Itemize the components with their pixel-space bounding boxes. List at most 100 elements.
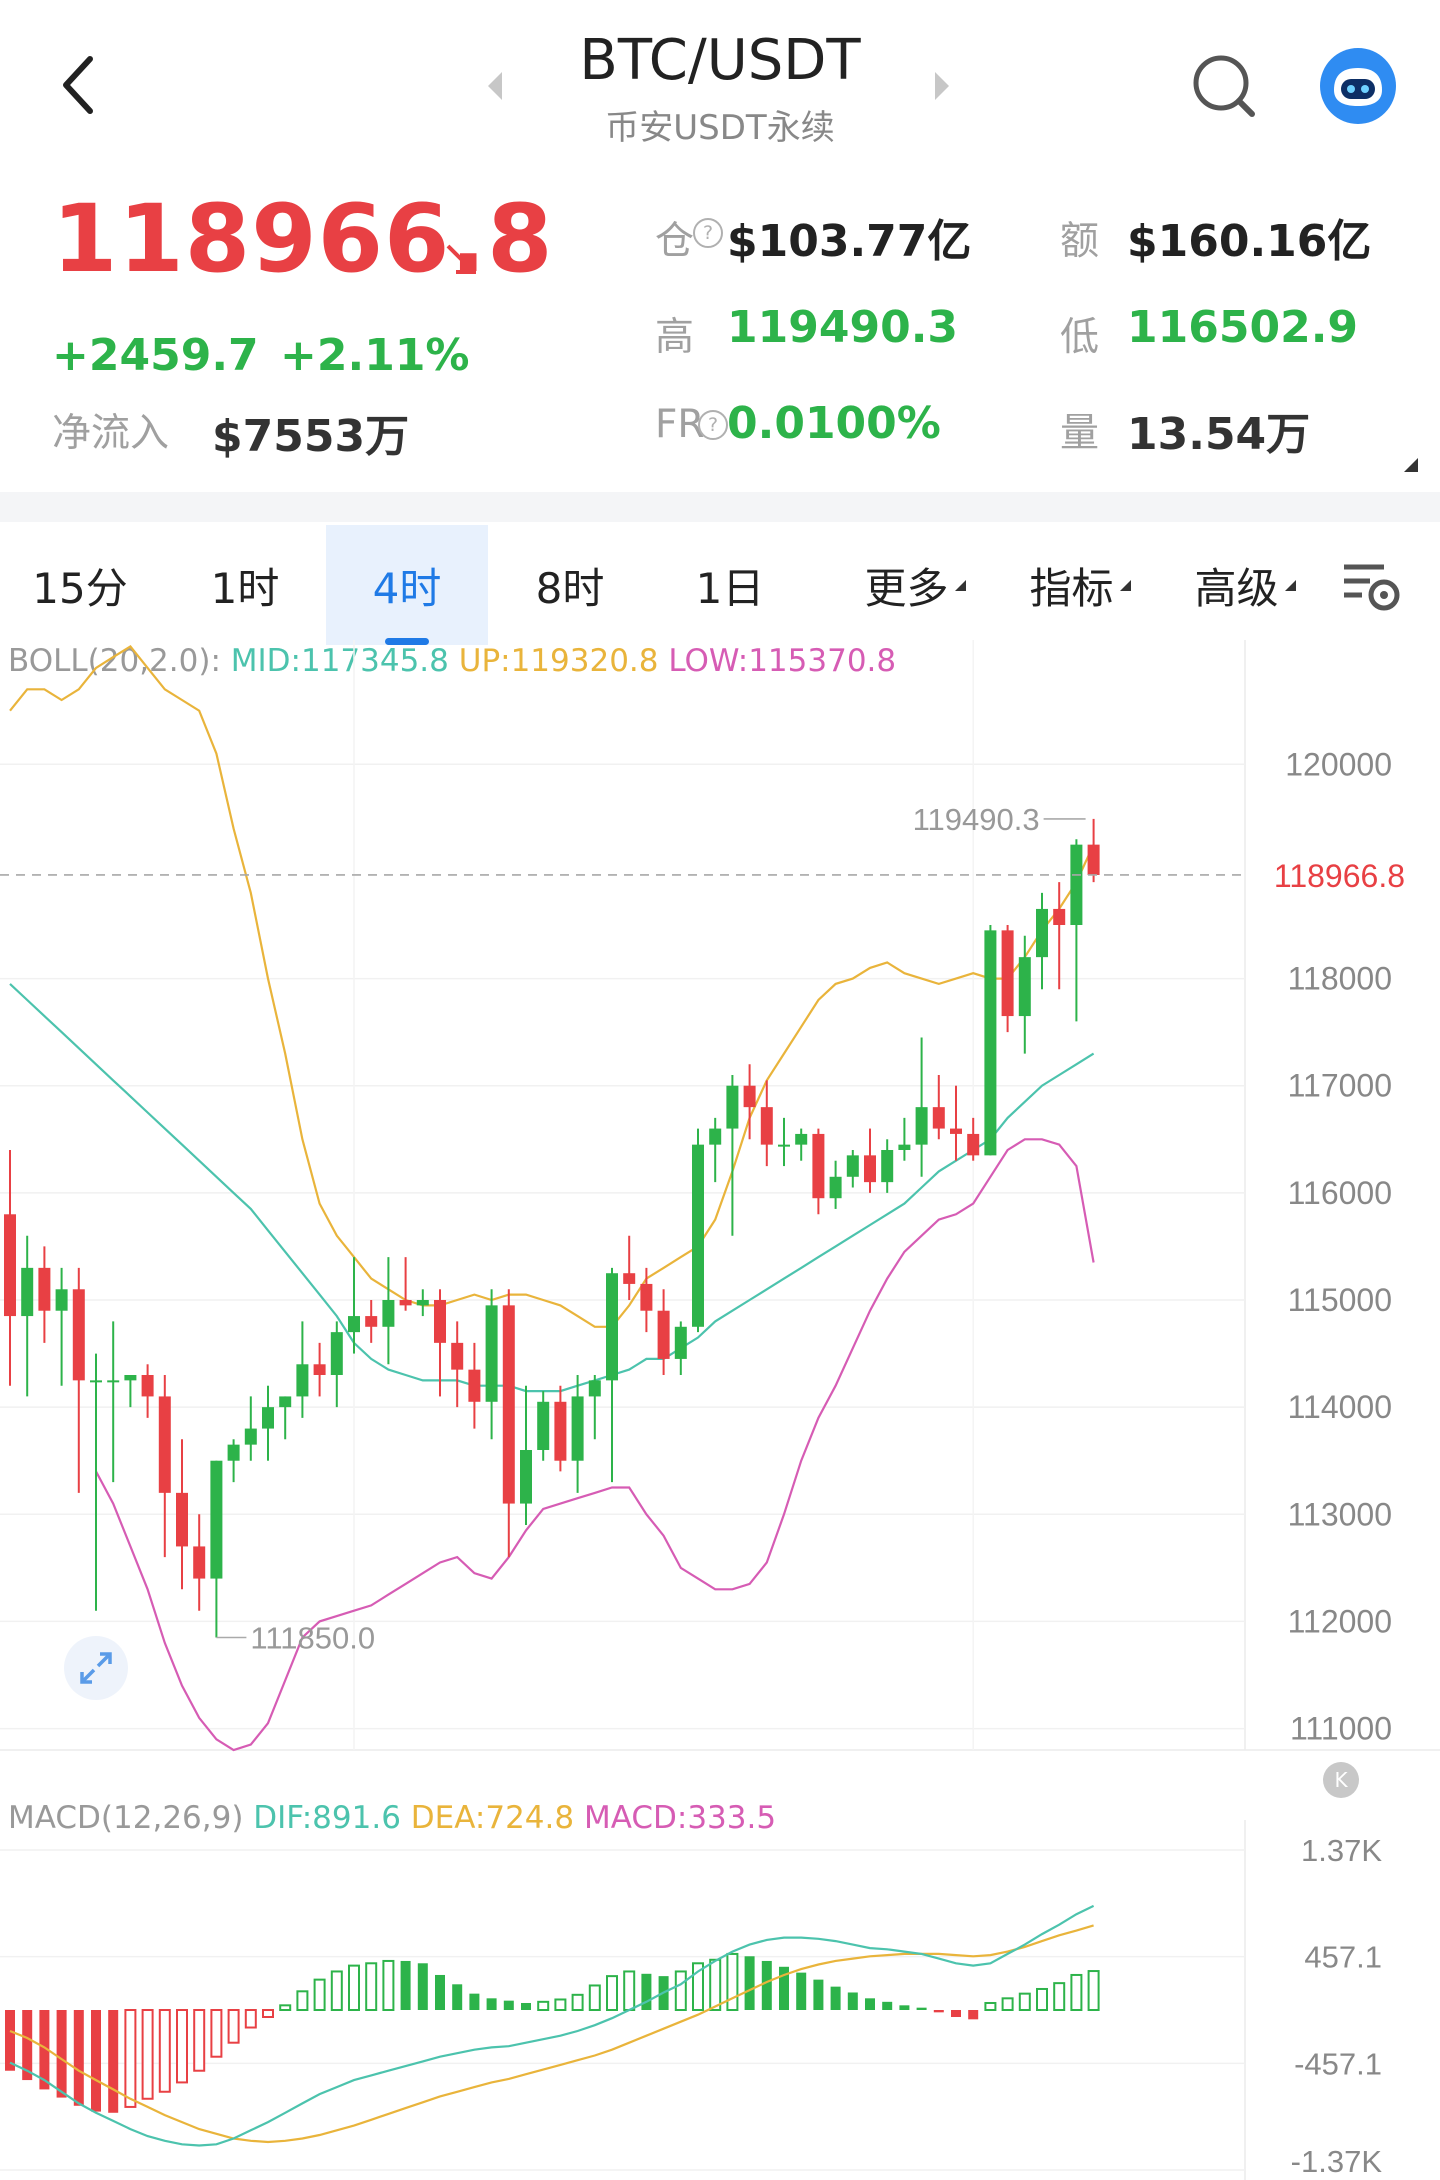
macd-chart[interactable]: 1.37K 457.1 -457.1 -1.37K (0, 1820, 1440, 2180)
candle-body (881, 1150, 894, 1183)
macd-bar (692, 1962, 704, 2011)
next-symbol-icon[interactable] (935, 72, 949, 100)
chart-settings-button[interactable] (1340, 555, 1404, 619)
macd-value: MACD:333.5 (583, 1800, 777, 1836)
candle-body (262, 1407, 274, 1429)
macd-bar (984, 2001, 997, 2012)
tab-15m[interactable]: 15分 (32, 563, 128, 613)
dropdown-icon (954, 579, 966, 591)
macd-bar (641, 1973, 652, 2010)
candle-body (709, 1128, 722, 1145)
candle-body (1087, 844, 1100, 875)
candle-body (640, 1283, 653, 1311)
candle-body (571, 1396, 584, 1461)
macd-bar (452, 1984, 463, 2010)
macd-bar (365, 1962, 378, 2011)
candle-body (279, 1396, 292, 1408)
y-tick-label: 112000 (1288, 1603, 1392, 1639)
candle-body (141, 1375, 154, 1397)
candle-body (984, 930, 997, 1156)
dropdown-icon (1284, 579, 1296, 591)
candle-body (778, 1144, 790, 1147)
macd-bar (779, 1966, 789, 2010)
macd-bar (56, 2010, 67, 2098)
macd-bar (521, 2002, 531, 2010)
candle-body (898, 1144, 911, 1150)
macd-bar (588, 1984, 601, 2012)
search-icon (1193, 55, 1255, 117)
y-tick-label: 113000 (1288, 1496, 1392, 1532)
candle-body (434, 1300, 446, 1343)
macd-bar (39, 2010, 50, 2090)
candle-body (915, 1107, 928, 1145)
candle-body (520, 1450, 532, 1504)
macd-bar (22, 2010, 33, 2081)
macd-bar (227, 2009, 240, 2044)
back-button[interactable] (50, 45, 110, 125)
tab-1h[interactable]: 1时 (210, 563, 280, 613)
candle-body (210, 1460, 223, 1579)
candle-body (4, 1214, 16, 1317)
candlestick-chart[interactable]: 120000 118000 117000 116000 115000 114000 1130… (0, 640, 1440, 1760)
candle-body (193, 1546, 206, 1579)
macd-bar (417, 1963, 428, 2010)
y-tick-label: 117000 (1288, 1068, 1392, 1104)
candle-body (1053, 908, 1066, 925)
macd-bar (606, 1975, 618, 2012)
candle-body (554, 1401, 567, 1461)
y-tick-label: 115000 (1288, 1282, 1392, 1318)
candle-body (692, 1144, 704, 1327)
candle-body (1036, 908, 1048, 958)
scroll-to-latest-button[interactable]: K (1323, 1762, 1359, 1798)
funding-rate-info-icon[interactable]: ? (698, 410, 728, 440)
prev-symbol-icon[interactable] (488, 72, 502, 100)
netflow-label: 净流入 (52, 411, 170, 456)
macd-tick-label: -457.1 (1294, 2046, 1382, 2081)
candle-body (760, 1107, 773, 1145)
macd-bar (951, 2010, 961, 2018)
candle-body (107, 1380, 120, 1383)
robot-avatar[interactable] (1318, 46, 1398, 126)
page-subtitle: 币安USDT永续 (605, 108, 835, 148)
macd-bar (1036, 1987, 1048, 2012)
candle-body (468, 1369, 481, 1402)
expand-stats-icon[interactable] (1404, 458, 1418, 472)
boll-up: UP:119320.8 (458, 643, 659, 679)
page-title[interactable]: BTC/USDT (579, 28, 861, 93)
macd-bar (537, 2000, 550, 2011)
candle-body (38, 1267, 51, 1311)
macd-bar (141, 2009, 154, 2100)
open-interest-info-icon[interactable]: ? (693, 218, 723, 248)
candle-body (657, 1310, 670, 1359)
candle-body (348, 1316, 360, 1333)
last-price-label: 118966.8 (1274, 858, 1405, 894)
macd-bar (1053, 1982, 1066, 2011)
boll-up-line (9, 644, 1095, 1328)
price-change-percent: +2.11% (280, 330, 470, 381)
tab-indicators[interactable]: 指标 (1015, 525, 1145, 645)
y-tick-label: 114000 (1288, 1389, 1392, 1425)
candle-body (967, 1133, 980, 1156)
tab-more[interactable]: 更多 (850, 525, 980, 645)
candle-body (1070, 844, 1083, 925)
macd-bar (674, 1970, 687, 2011)
search-button[interactable] (1190, 52, 1260, 122)
macd-bar (5, 2010, 15, 2071)
tab-4h[interactable]: 4时 (326, 525, 488, 645)
candle-body (72, 1289, 85, 1381)
tab-advanced[interactable]: 高级 (1180, 525, 1310, 645)
funding-rate-value: 0.0100% (727, 398, 941, 449)
dea-line (9, 1924, 1094, 2144)
tab-8h[interactable]: 8时 (535, 563, 605, 613)
macd-bar (1018, 1992, 1031, 2011)
macd-bar (279, 2004, 292, 2011)
expand-chart-button[interactable] (64, 1636, 128, 1700)
candle-body (932, 1107, 945, 1129)
macd-bar (1087, 1970, 1100, 2012)
macd-bar (571, 1993, 584, 2012)
tab-1d[interactable]: 1日 (695, 563, 765, 613)
open-interest-value: $103.77亿 (727, 216, 972, 267)
last-price: 118966.8 (52, 185, 554, 294)
macd-bar (709, 1958, 722, 2011)
boll-legend: BOLL(20,2.0): MID:117345.8 UP:119320.8 L… (8, 643, 896, 679)
